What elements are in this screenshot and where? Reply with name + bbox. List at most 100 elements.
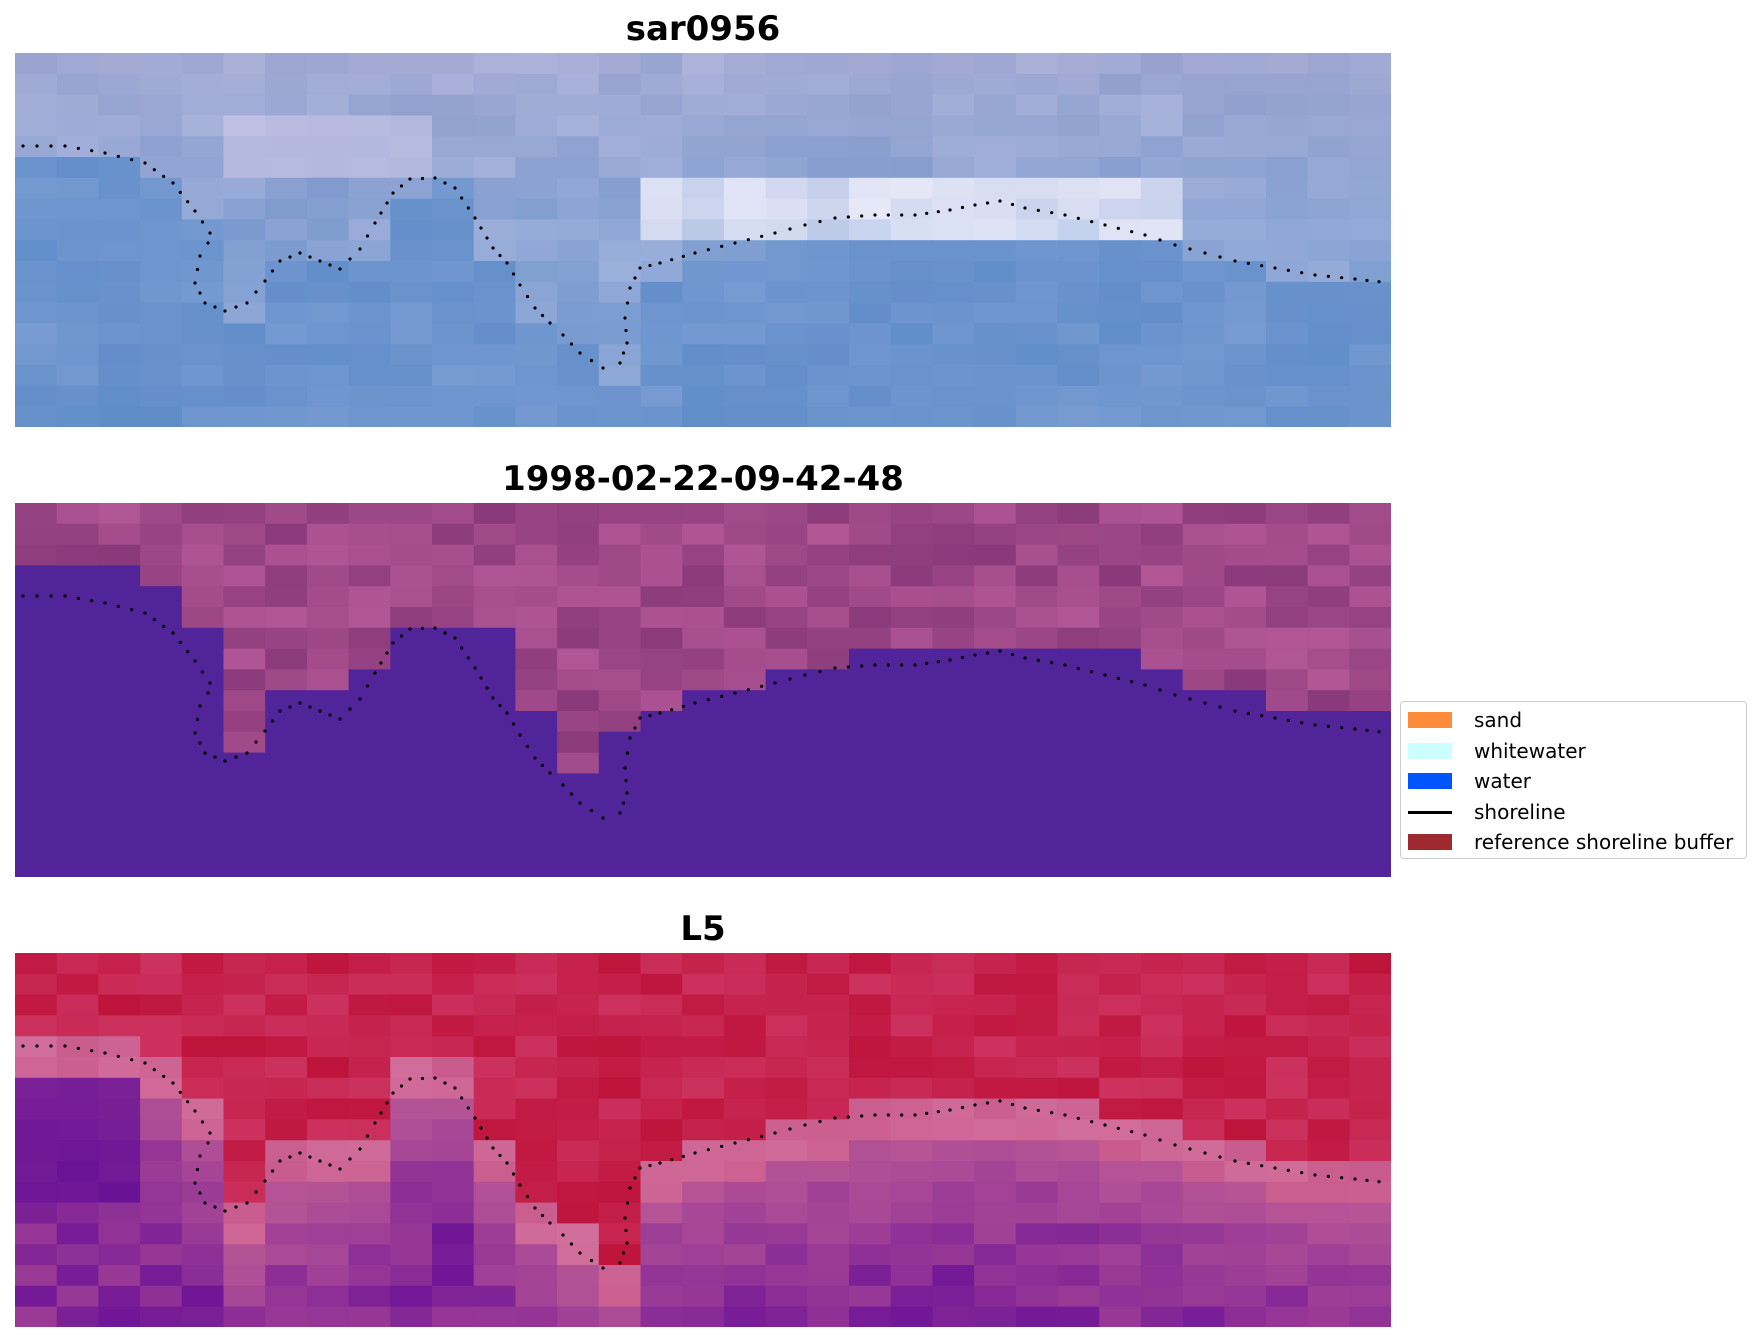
shoreline-point <box>670 708 674 712</box>
shoreline-point <box>485 236 489 240</box>
image-pixel <box>598 177 642 200</box>
class-pixel <box>557 731 600 754</box>
shoreline-point <box>491 246 495 250</box>
image-pixel <box>140 302 183 324</box>
class-pixel <box>640 711 683 733</box>
class-pixel <box>682 669 725 691</box>
image-pixel <box>1057 115 1100 137</box>
image-pixel <box>265 323 308 345</box>
image-pixel <box>265 302 308 324</box>
class-pixel <box>1182 835 1225 858</box>
image-pixel <box>140 73 183 96</box>
image-pixel <box>1015 1077 1059 1100</box>
shoreline-point <box>76 596 80 600</box>
shoreline-point <box>960 1105 965 1110</box>
image-pixel <box>974 1077 1017 1100</box>
shoreline-point <box>1158 238 1162 242</box>
image-pixel <box>682 198 725 220</box>
class-pixel <box>1015 731 1059 754</box>
image-pixel <box>1099 1306 1142 1327</box>
shoreline-point <box>234 1205 238 1209</box>
image-pixel <box>1182 1265 1225 1287</box>
class-pixel <box>1182 627 1225 650</box>
class-pixel <box>849 690 892 712</box>
shoreline-point <box>505 711 509 715</box>
image-pixel <box>640 994 683 1016</box>
image-pixel <box>1224 1265 1267 1287</box>
class-pixel <box>849 544 892 566</box>
image-pixel <box>723 1181 767 1204</box>
image-pixel <box>140 1015 183 1037</box>
shoreline-point <box>270 269 275 273</box>
class-pixel <box>98 503 141 525</box>
class-pixel <box>15 773 58 795</box>
shoreline-point <box>21 144 25 148</box>
class-pixel <box>432 835 475 858</box>
image-pixel <box>223 1119 266 1141</box>
class-pixel <box>932 586 975 608</box>
image-pixel <box>473 115 516 137</box>
image-pixel <box>181 1285 225 1308</box>
class-pixel <box>1099 773 1142 795</box>
image-pixel <box>473 73 516 96</box>
image-pixel <box>1099 365 1142 387</box>
class-pixel <box>15 648 58 670</box>
image-pixel <box>974 385 1017 408</box>
image-pixel <box>1099 115 1142 137</box>
shoreline-point <box>773 231 777 235</box>
class-pixel <box>1140 856 1184 877</box>
shoreline-point <box>498 253 502 258</box>
image-pixel <box>765 323 808 345</box>
class-pixel <box>974 648 1017 670</box>
image-pixel <box>1349 953 1391 975</box>
class-pixel <box>432 773 475 795</box>
shoreline-point <box>1050 661 1054 665</box>
image-pixel <box>1182 302 1225 324</box>
image-pixel <box>181 1098 225 1120</box>
image-pixel <box>306 1119 350 1141</box>
class-pixel <box>432 565 475 587</box>
image-pixel <box>1182 198 1225 220</box>
image-pixel <box>515 1306 558 1327</box>
image-pixel <box>390 323 433 345</box>
image-pixel <box>890 53 933 75</box>
image-pixel <box>974 1057 1017 1079</box>
class-pixel <box>223 752 266 774</box>
image-pixel <box>56 261 99 283</box>
image-pixel <box>56 344 99 366</box>
class-pixel <box>974 835 1017 858</box>
image-pixel <box>890 1306 933 1327</box>
shoreline-point <box>1188 1147 1192 1151</box>
image-pixel <box>1099 157 1142 179</box>
class-pixel <box>473 586 516 608</box>
image-pixel <box>974 1140 1017 1162</box>
water-swatch <box>1408 773 1452 789</box>
image-pixel <box>140 1057 183 1079</box>
shoreline-point <box>773 681 777 685</box>
image-pixel <box>140 1202 183 1224</box>
shoreline-point <box>223 1209 227 1213</box>
image-pixel <box>1057 1285 1100 1308</box>
image-pixel <box>1266 1161 1309 1183</box>
image-pixel <box>515 953 558 975</box>
image-pixel <box>1349 177 1391 200</box>
class-pixel <box>1099 503 1142 525</box>
image-pixel <box>974 1265 1017 1287</box>
image-pixel <box>15 344 58 366</box>
image-pixel <box>432 953 475 975</box>
class-pixel <box>598 690 642 712</box>
shoreline-point <box>681 1154 685 1158</box>
class-pixel <box>1057 607 1100 629</box>
image-pixel <box>390 73 433 96</box>
shoreline-point <box>540 1213 545 1218</box>
class-pixel <box>390 835 433 858</box>
class-pixel <box>807 815 850 837</box>
image-pixel <box>306 53 350 75</box>
shoreline-point <box>263 279 267 283</box>
image-pixel <box>473 1306 516 1327</box>
shoreline-point <box>21 594 25 598</box>
image-pixel <box>265 344 308 366</box>
shoreline-point <box>491 696 495 700</box>
image-pixel <box>1140 1223 1184 1245</box>
image-pixel <box>807 344 850 366</box>
